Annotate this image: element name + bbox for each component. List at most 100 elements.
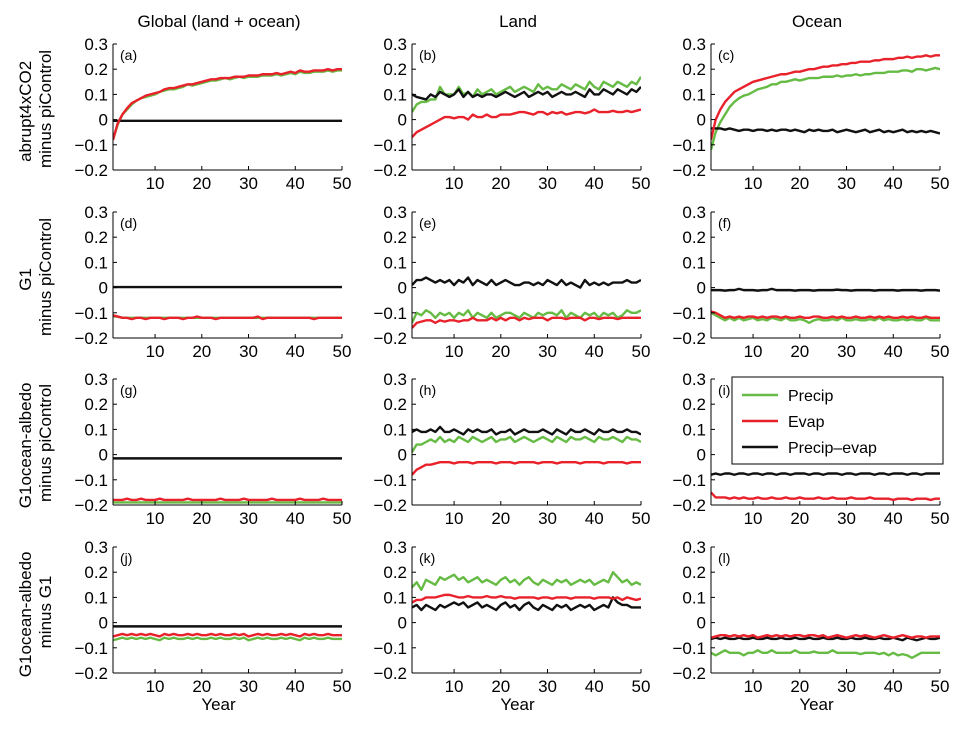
panel-l-label: (l) [718, 550, 730, 566]
panel-l-xlabel: Year [799, 695, 834, 714]
panel-j-label: (j) [120, 550, 132, 566]
panel-i-ytick-label: −0.1 [672, 471, 706, 490]
panel-f-line-precip [711, 311, 940, 325]
panel-l: −0.2 −0.1 0 0.1 0.2 0.3 10 20 30 40 50 (l) Year [672, 538, 949, 714]
panel-c-ytick-label: 0 [697, 111, 706, 130]
column-title-ocean: Ocean [792, 12, 842, 31]
panel-a-ytick-label: 0.2 [84, 60, 108, 79]
panel-c-ytick-label: 0.1 [682, 85, 706, 104]
panel-i-ytick-label: −0.2 [672, 496, 706, 515]
legend: Precip Evap Precip–evap [731, 376, 944, 465]
panel-g-ytick-label: 0.3 [84, 370, 108, 389]
panel-e-series [412, 276, 641, 329]
panel-b-ytick-label: 0.3 [383, 35, 407, 54]
panel-j-ytick-label: 0.3 [84, 538, 108, 557]
panel-e: −0.2 −0.1 0 0.1 0.2 0.3 10 20 30 40 50 (e) [373, 203, 650, 361]
panel-e-xtick-label: 10 [445, 342, 464, 361]
panel-i-xtick-label: 40 [884, 509, 903, 528]
row-label-4: G1ocean-albedo minus G1 [16, 547, 55, 677]
panel-k-label: (k) [419, 550, 435, 566]
panel-e-line-precip-evap [412, 276, 641, 289]
panel-k-ytick-label: 0.2 [383, 563, 407, 582]
panel-f-label: (f) [718, 215, 731, 231]
panel-i-line-precip-evap [711, 472, 940, 476]
panel-e-ytick-label: 0 [398, 279, 407, 298]
column-title-global: Global (land + ocean) [137, 12, 300, 31]
panel-f-ytick-label: −0.1 [672, 304, 706, 323]
row-label-3-line-2: minus piControl [36, 384, 55, 502]
panel-h-xtick-label: 30 [538, 509, 557, 528]
panel-f-xtick-label: 50 [931, 342, 950, 361]
panel-k-series [412, 571, 641, 612]
panel-a-line-precip [113, 69, 342, 141]
panel-h: −0.2 −0.1 0 0.1 0.2 0.3 10 20 30 40 50 (h) [373, 370, 650, 528]
panel-g-xtick-label: 10 [146, 509, 165, 528]
panel-b-xtick-label: 30 [538, 174, 557, 193]
panel-e-ytick-label: 0.1 [383, 253, 407, 272]
panel-i: −0.2 −0.1 0 0.1 0.2 0.3 10 20 30 40 50 (i) [672, 370, 949, 528]
panel-e-xtick-label: 50 [632, 342, 651, 361]
panel-g-xtick-label: 50 [333, 509, 352, 528]
panel-k: −0.2 −0.1 0 0.1 0.2 0.3 10 20 30 40 50 (k) Year [373, 538, 650, 714]
panel-j-ytick-label: 0.1 [84, 588, 108, 607]
panel-k-ytick-label: 0 [398, 614, 407, 633]
panel-j-xtick-label: 10 [146, 677, 165, 696]
panel-j-line-precip [113, 636, 342, 642]
panel-c-ytick-label: −0.2 [672, 161, 706, 180]
panel-c-series [711, 54, 940, 151]
panel-j-series [113, 625, 342, 642]
row-label-1-line-2: minus piControl [36, 50, 55, 168]
panel-h-xtick-label: 40 [585, 509, 604, 528]
panel-b-xtick-label: 40 [585, 174, 604, 193]
panels: −0.2 −0.1 0 0.1 0.2 0.3 10 20 30 40 50 (a) −0.2 −0.1 0… [74, 35, 949, 714]
column-titles: Global (land + ocean) Land Ocean [137, 12, 842, 31]
row-label-1-line-1: abrupt4xCO2 [16, 61, 35, 162]
panel-f-xtick-label: 10 [744, 342, 763, 361]
panel-l-line-precip-evap [711, 636, 940, 642]
panel-g-ytick-label: −0.1 [74, 471, 108, 490]
panel-e-ytick-label: −0.2 [373, 329, 407, 348]
panel-g-xtick-label: 30 [239, 509, 258, 528]
panel-k-ytick-label: −0.2 [373, 664, 407, 683]
panel-e-ytick-label: 0.3 [383, 203, 407, 222]
panel-i-series [711, 472, 940, 502]
panel-b-xtick-label: 20 [491, 174, 510, 193]
panel-a-ytick-label: 0 [99, 111, 108, 130]
panel-f-ytick-label: 0 [697, 279, 706, 298]
panel-l-xtick-label: 50 [931, 677, 950, 696]
panel-d-series [113, 285, 342, 321]
panel-c-ytick-label: −0.1 [672, 136, 706, 155]
panel-d-xtick-label: 50 [333, 342, 352, 361]
panel-i-xtick-label: 20 [790, 509, 809, 528]
panel-l-series [711, 634, 940, 660]
panel-a-xtick-label: 50 [333, 174, 352, 193]
panel-d-xtick-label: 20 [192, 342, 211, 361]
panel-h-xtick-label: 20 [491, 509, 510, 528]
panel-b-line-precip-evap [412, 86, 641, 101]
panel-f: −0.2 −0.1 0 0.1 0.2 0.3 10 20 30 40 50 (f) [672, 203, 949, 361]
panel-l-ytick-label: 0 [697, 614, 706, 633]
panel-a-xtick-label: 30 [239, 174, 258, 193]
panel-k-line-precip-evap [412, 596, 641, 612]
panel-f-xtick-label: 30 [837, 342, 856, 361]
panel-c-line-precip-evap [711, 127, 940, 135]
panel-b: −0.2 −0.1 0 0.1 0.2 0.3 10 20 30 40 50 (b) [373, 35, 650, 193]
panel-e-line-precip [412, 309, 641, 324]
panel-d-line-evap [113, 314, 342, 321]
panel-a-series [113, 67, 342, 141]
panel-i-ytick-label: 0.2 [682, 395, 706, 414]
panel-g-label: (g) [120, 382, 137, 398]
panel-k-xtick-label: 40 [585, 677, 604, 696]
panel-d-ytick-label: −0.2 [74, 329, 108, 348]
panel-b-series [412, 76, 641, 139]
panel-d-ytick-label: −0.1 [74, 304, 108, 323]
panel-c-xtick-label: 50 [931, 174, 950, 193]
panel-b-line-precip [412, 76, 641, 113]
panel-h-line-evap [412, 460, 641, 476]
panel-j-ytick-label: 0.2 [84, 563, 108, 582]
row-label-4-line-1: G1ocean-albedo [16, 552, 35, 678]
panel-d-xtick-label: 40 [286, 342, 305, 361]
panel-l-ytick-label: 0.1 [682, 588, 706, 607]
panel-b-xtick-label: 50 [632, 174, 651, 193]
panel-k-line-precip [412, 571, 641, 592]
